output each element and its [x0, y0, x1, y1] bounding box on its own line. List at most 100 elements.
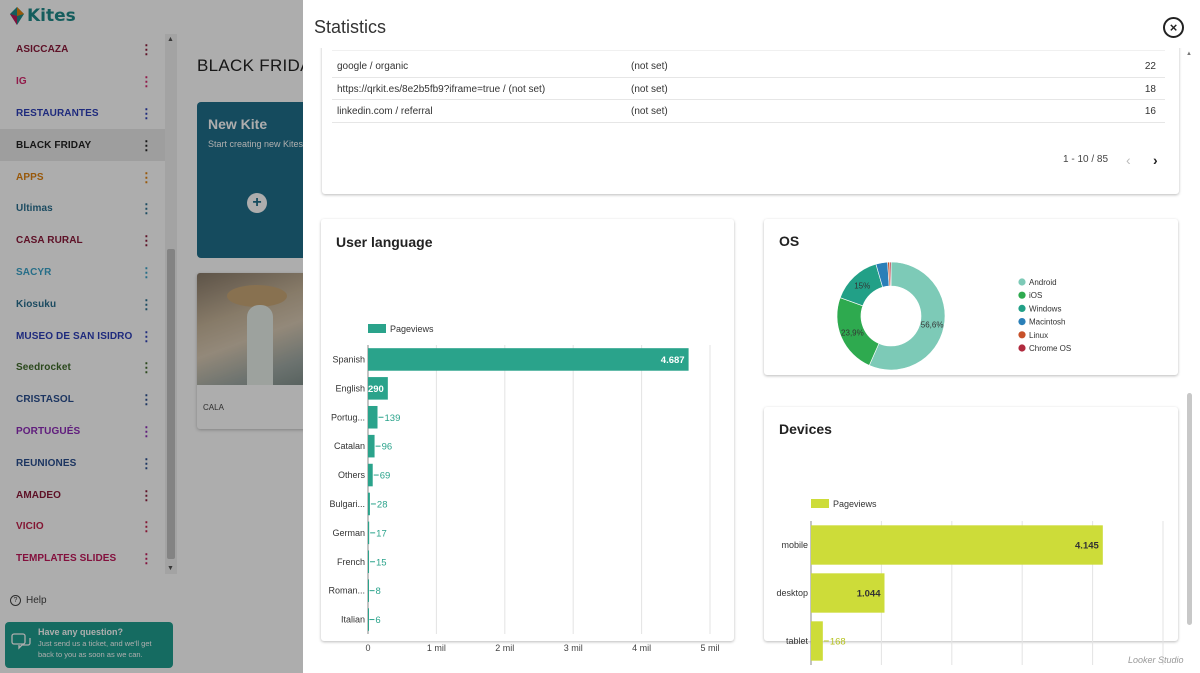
data-label: 96 [382, 442, 393, 453]
kite-caption: CALA [203, 403, 224, 412]
report-content: google / organic (not set) 22 https://qrkit… [303, 48, 1186, 673]
more-options-icon[interactable]: ⋮ [139, 328, 153, 344]
sidebar-project-item[interactable]: APPS ⋮ [0, 161, 165, 193]
kite-card[interactable]: CALA [197, 273, 317, 429]
data-label: 139 [385, 413, 401, 424]
category-label: mobile [781, 540, 808, 550]
project-name: CRISTASOL [16, 394, 74, 406]
more-options-icon[interactable]: ⋮ [139, 423, 153, 439]
more-options-icon[interactable]: ⋮ [139, 74, 153, 90]
modal-backdrop[interactable] [0, 0, 303, 673]
sidebar-project-item[interactable]: PORTUGUÉS ⋮ [0, 416, 165, 448]
data-label: 17 [376, 528, 387, 539]
sidebar-project-item[interactable]: VICIO ⋮ [0, 511, 165, 543]
support-box[interactable]: Have any question? Just send us a ticket… [5, 622, 173, 668]
statistics-drawer: Statistics × google / organic (not set) 22… [303, 0, 1200, 673]
bar [368, 521, 370, 545]
sidebar-project-item[interactable]: ASICCAZA ⋮ [0, 34, 165, 66]
sidebar-project-item[interactable]: REUNIONES ⋮ [0, 447, 165, 479]
more-options-icon[interactable]: ⋮ [139, 392, 153, 408]
sidebar-project-item[interactable]: RESTAURANTES ⋮ [0, 98, 165, 130]
more-options-icon[interactable]: ⋮ [139, 551, 153, 567]
project-name: Seedrocket [16, 362, 71, 374]
slice-label: 15% [854, 281, 870, 290]
sidebar-project-item[interactable]: MUSEO DE SAN ISIDRO ⋮ [0, 320, 165, 352]
help-link[interactable]: ? Help [10, 595, 47, 606]
sidebar-project-item[interactable]: CRISTASOL ⋮ [0, 384, 165, 416]
legend-swatch [1018, 318, 1026, 326]
bar [368, 608, 369, 631]
bar [368, 348, 689, 371]
legend-label: Windows [1029, 304, 1061, 313]
sidebar-project-item[interactable]: Seedrocket ⋮ [0, 352, 165, 384]
more-options-icon[interactable]: ⋮ [139, 360, 153, 376]
user-language-svg: Pageviews 0 1 mil 2 mil 3 mil 4 mil 5 mil Spani… [328, 324, 720, 653]
sidebar-project-item[interactable]: SACYR ⋮ [0, 257, 165, 289]
legend-label: Chrome OS [1029, 344, 1071, 353]
x-tick-label: 4 mil [632, 643, 651, 653]
more-options-icon[interactable]: ⋮ [139, 105, 153, 121]
sidebar-project-item[interactable]: CASA RURAL ⋮ [0, 225, 165, 257]
more-options-icon[interactable]: ⋮ [139, 264, 153, 280]
project-name: TEMPLATES SLIDES [16, 553, 117, 565]
more-options-icon[interactable]: ⋮ [139, 233, 153, 249]
pagination-text: 1 - 10 / 85 [1063, 154, 1109, 165]
sidebar-project-item[interactable]: Kiosuku ⋮ [0, 288, 165, 320]
data-label: 1.044 [857, 589, 881, 600]
sidebar-project-item[interactable]: IG ⋮ [0, 66, 165, 98]
drawer-scroll-thumb[interactable] [1187, 393, 1192, 625]
sidebar-project-item[interactable]: TEMPLATES SLIDES ⋮ [0, 543, 165, 574]
more-options-icon[interactable]: ⋮ [139, 519, 153, 535]
x-tick-label: 1 mil [427, 643, 446, 653]
x-tick-label: 0 [365, 643, 370, 653]
cell-source: https://qrkit.es/8e2b5fb9?iframe=true / … [337, 83, 546, 95]
cell-count: 22 [1144, 61, 1156, 72]
sidebar-project-item[interactable]: BLACK FRIDAY ⋮ [0, 129, 165, 162]
more-options-icon[interactable]: ⋮ [139, 42, 153, 58]
cell-medium: (not set) [631, 83, 668, 95]
data-label: 6 [375, 615, 380, 626]
kite-thumbnail [197, 273, 317, 385]
data-label: 8 [376, 586, 381, 597]
data-label: 28 [377, 499, 388, 510]
project-name: PORTUGUÉS [16, 425, 81, 437]
legend-swatch [811, 499, 829, 508]
add-kite-button[interactable]: + [247, 193, 267, 213]
cell-medium: (not set) [631, 61, 668, 72]
scroll-up-icon[interactable]: ▲ [167, 36, 174, 43]
more-options-icon[interactable]: ⋮ [139, 201, 153, 217]
more-options-icon[interactable]: ⋮ [139, 296, 153, 312]
kite-logo-icon [10, 7, 24, 25]
donut-slice [889, 261, 892, 287]
bar [811, 573, 885, 613]
drawer-scrollbar[interactable]: ▲ [1186, 48, 1194, 673]
slice-label: 56,6% [921, 321, 944, 330]
kites-logo[interactable]: Kites [10, 6, 76, 26]
more-options-icon[interactable]: ⋮ [139, 455, 153, 471]
table-row [332, 48, 1165, 51]
scroll-down-icon[interactable]: ▼ [167, 565, 174, 572]
drawer-title: Statistics [314, 17, 387, 37]
data-label: 15 [376, 557, 387, 568]
sidebar-project-item[interactable]: AMADEO ⋮ [0, 479, 165, 511]
cell-source: google / organic [337, 61, 409, 72]
close-button[interactable]: × [1163, 17, 1184, 38]
more-options-icon[interactable]: ⋮ [139, 487, 153, 503]
previous-page-button[interactable]: ‹ [1126, 152, 1131, 168]
category-label: Roman... [328, 586, 365, 596]
new-kite-card[interactable]: New Kite Start creating new Kites + [197, 102, 317, 258]
support-text: Just send us a ticket, and we'll get bac… [38, 639, 152, 659]
category-label: Italian [341, 615, 365, 625]
next-page-button[interactable]: › [1153, 152, 1158, 168]
more-options-icon[interactable]: ⋮ [139, 169, 153, 185]
sidebar-project-item[interactable]: Ultimas ⋮ [0, 193, 165, 225]
category-label: Bulgari... [329, 499, 365, 509]
more-options-icon[interactable]: ⋮ [139, 137, 153, 153]
x-tick-label: 5 mil [700, 643, 719, 653]
sidebar-scroll-thumb[interactable] [167, 249, 175, 559]
scroll-up-icon[interactable]: ▲ [1186, 51, 1192, 57]
project-name: CASA RURAL [16, 235, 83, 247]
sidebar-scrollbar[interactable]: ▲ ▼ [165, 34, 177, 574]
bar [368, 405, 378, 429]
